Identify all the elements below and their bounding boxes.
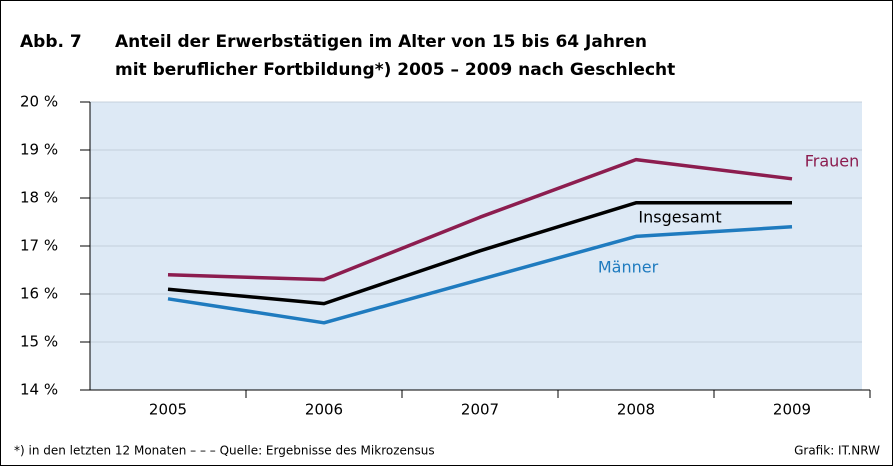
line-series [167, 157, 793, 282]
y-tick-label: 16 % [20, 285, 58, 303]
y-tick-label: 17 % [20, 237, 58, 255]
chart-title: Anteil der Erwerbstätigen im Alter von 1… [115, 32, 647, 52]
y-tick-label: 15 % [20, 333, 58, 351]
footnote: *) in den letzten 12 Monaten – – – Quell… [14, 444, 435, 458]
x-tick-label: 2005 [149, 401, 187, 419]
series-label: Insgesamt [638, 208, 721, 227]
x-tick-label: 2009 [773, 401, 811, 419]
y-tick-label: 19 % [20, 141, 58, 159]
x-tick-label: 2008 [617, 401, 655, 419]
y-tick-label: 14 % [20, 381, 58, 399]
line-series [167, 201, 792, 306]
y-tick-label: 20 % [20, 93, 58, 111]
series-label: Männer [598, 258, 659, 277]
x-tick-label: 2006 [305, 401, 343, 419]
y-tick-label: 18 % [20, 189, 58, 207]
figure-label: Abb. 7 [20, 32, 82, 52]
line-series [167, 225, 793, 325]
series-label: Frauen [805, 152, 860, 171]
x-tick-label: 2007 [461, 401, 499, 419]
chart-title: mit beruflicher Fortbildung*) 2005 – 200… [115, 60, 675, 80]
credit: Grafik: IT.NRW [794, 444, 880, 458]
